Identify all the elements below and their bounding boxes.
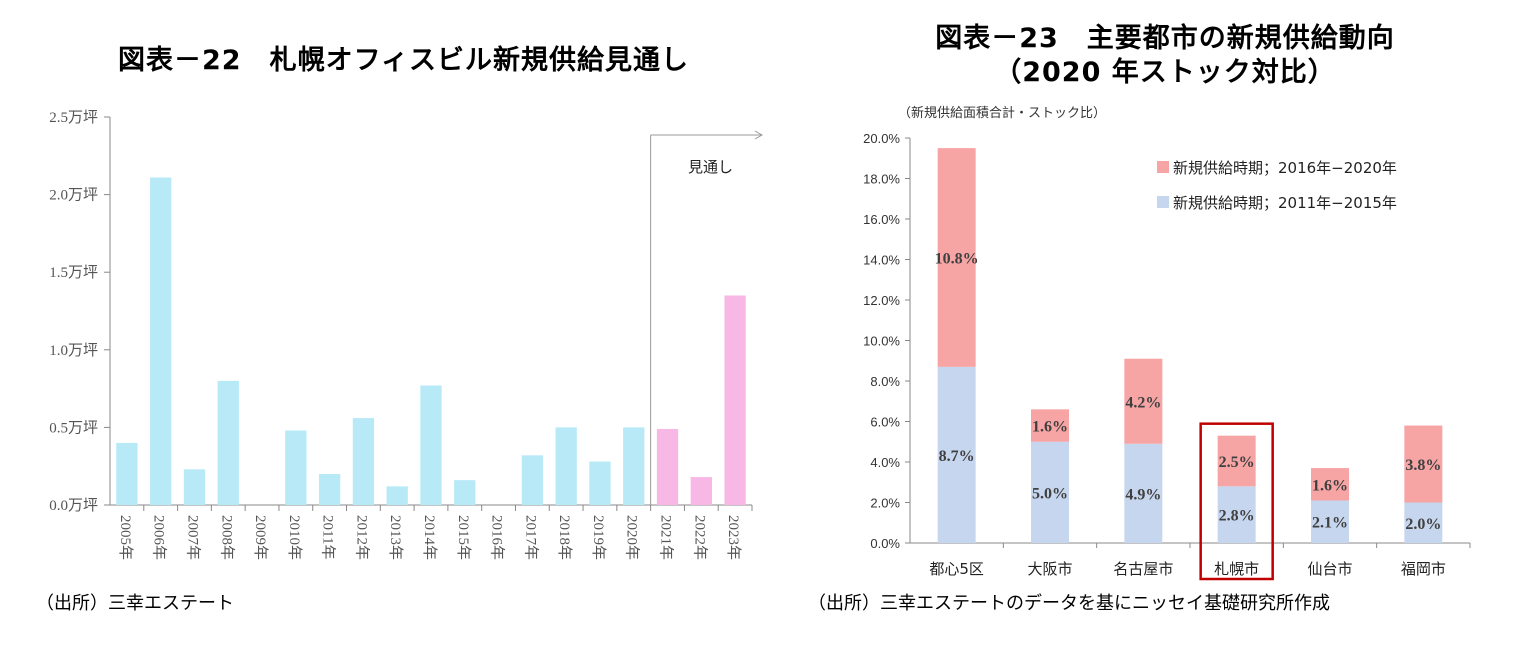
chart1-source: （出所）三幸エステート [36,593,234,614]
chart2-legend-label: 新規供給時期；2011年−2015年 [1173,194,1397,212]
chart2-title-line2: （2020 年ストック対比） [994,57,1336,88]
chart2-data-label: 3.8% [1405,457,1441,474]
chart1-bar [116,442,138,505]
chart1-bar [217,380,239,505]
chart2-data-label: 1.6% [1312,477,1348,494]
chart1-y-tick-label: 1.5万坪 [49,264,98,281]
chart1-x-tick-label: 2018年 [556,515,573,560]
chart1-title: 図表－22 札幌オフィスビル新規供給見通し [118,45,690,76]
chart1-x-tick-label: 2012年 [353,515,370,560]
chart2-legend-label: 新規供給時期；2016年−2020年 [1173,159,1397,177]
chart1-bar [589,461,611,505]
chart1-x-tick-label: 2023年 [725,515,742,560]
chart1-bar [555,427,577,505]
chart1-x-tick-label: 2022年 [691,515,708,560]
chart2-source: （出所）三幸エステートのデータを基にニッセイ基礎研究所作成 [808,593,1330,614]
chart1-bar [656,428,679,505]
chart2-bar-2016-2020 [1217,435,1256,487]
chart2-data-label: 2.0% [1405,516,1441,533]
chart2-data-label: 2.1% [1312,515,1348,532]
chart1-x-tick-label: 2005年 [117,515,134,560]
chart2-bar-2011-2015 [1031,441,1069,543]
chart1-x-tick-label: 2017年 [522,515,539,560]
chart2-bar-2011-2015 [1311,500,1349,543]
chart2-x-tick-label: 名古屋市 [1113,560,1173,578]
chart2-data-label: 4.2% [1125,394,1161,411]
chart1-forecast-arrowhead [754,130,764,140]
chart2-bar-2011-2015 [937,366,976,543]
chart2-y-tick-label: 4.0% [870,455,900,470]
chart2-y-tick-label: 20.0% [863,131,900,146]
chart1-bar [150,177,172,505]
chart2-bar-2016-2020 [1031,409,1069,442]
chart1-x-tick-label: 2019年 [590,515,607,560]
chart2-x-tick-label: 福岡市 [1401,560,1446,578]
chart2-y-tick-label: 2.0% [870,496,900,511]
chart1-x-tick-label: 2006年 [151,515,168,560]
chart1-x-tick-label: 2020年 [624,515,641,560]
chart2-x-tick-label: 仙台市 [1307,560,1352,578]
chart2-bar-2011-2015 [1217,486,1256,543]
chart1-bar [454,480,476,505]
chart2-data-label: 10.8% [935,250,979,267]
chart2-y-tick-label: 6.0% [870,415,900,430]
chart1-forecast-label: 見通し [688,158,733,176]
chart2-bar-2011-2015 [1124,443,1163,543]
chart1-x-tick-label: 2011年 [320,515,337,559]
chart1-bar [724,295,746,505]
chart2-y-axis-title: （新規供給面積合計・ストック比） [898,105,1106,120]
chart2-x-tick-label: 大阪市 [1027,560,1072,578]
chart1-y-tick-label: 2.5万坪 [49,109,98,126]
chart1-bar [183,469,206,505]
chart1-x-tick-label: 2013年 [387,515,404,560]
chart2-y-tick-label: 0.0% [870,536,900,551]
chart1-bar [521,455,544,505]
chart1-bar [623,427,645,505]
chart1-y-tick-label: 0.5万坪 [49,419,98,436]
chart1-y-tick-label: 2.0万坪 [49,187,98,204]
chart1-bar [420,385,442,505]
chart2-bar-2016-2020 [1311,468,1349,501]
chart2-title-line1: 図表－23 主要都市の新規供給動向 [935,23,1395,54]
chart2-y-tick-label: 12.0% [863,293,900,308]
chart2-y-tick-label: 16.0% [863,212,900,227]
chart2-bar-2016-2020 [937,148,976,367]
chart1-x-tick-label: 2010年 [286,515,303,560]
chart1-x-tick-label: 2015年 [455,515,472,560]
chart2-data-label: 2.5% [1219,454,1255,471]
chart1-x-tick-label: 2008年 [218,515,235,560]
chart2-data-label: 5.0% [1032,485,1068,502]
chart2-bar-2016-2020 [1404,425,1443,503]
chart2-title: 図表－23 主要都市の新規供給動向 （2020 年ストック対比） [920,22,1410,90]
chart1-bar [690,477,712,505]
chart2-data-label: 4.9% [1125,486,1161,503]
chart1-x-tick-label: 2016年 [489,515,506,560]
chart1-x-tick-label: 2009年 [252,515,269,560]
chart2-y-tick-label: 8.0% [870,374,900,389]
chart2-bar-2011-2015 [1404,502,1443,543]
chart1-x-tick-label: 2021年 [658,515,675,560]
chart2-x-tick-label: 札幌市 [1214,560,1259,578]
chart1-x-tick-label: 2007年 [184,515,201,560]
chart2-x-tick-label: 都心5区 [929,560,984,578]
chart1-bar [285,430,307,505]
chart2-legend-swatch [1157,196,1169,208]
chart2-highlight-box [1199,422,1274,581]
chart1-y-tick-label: 1.0万坪 [49,342,98,359]
chart1-bar [318,473,341,505]
chart2-y-tick-label: 14.0% [863,253,900,268]
chart1-bar [352,418,375,505]
chart1-x-tick-label: 2014年 [421,515,438,560]
chart1-bar [386,486,408,505]
chart2-legend-swatch [1157,161,1169,173]
chart2-y-tick-label: 10.0% [863,334,900,349]
chart2-data-label: 8.7% [939,448,975,465]
chart2-bar-2016-2020 [1124,358,1163,444]
chart2-data-label: 1.6% [1032,419,1068,436]
chart1-y-tick-label: 0.0万坪 [49,497,98,514]
chart2-y-tick-label: 18.0% [863,172,900,187]
chart2-data-label: 2.8% [1219,508,1255,525]
